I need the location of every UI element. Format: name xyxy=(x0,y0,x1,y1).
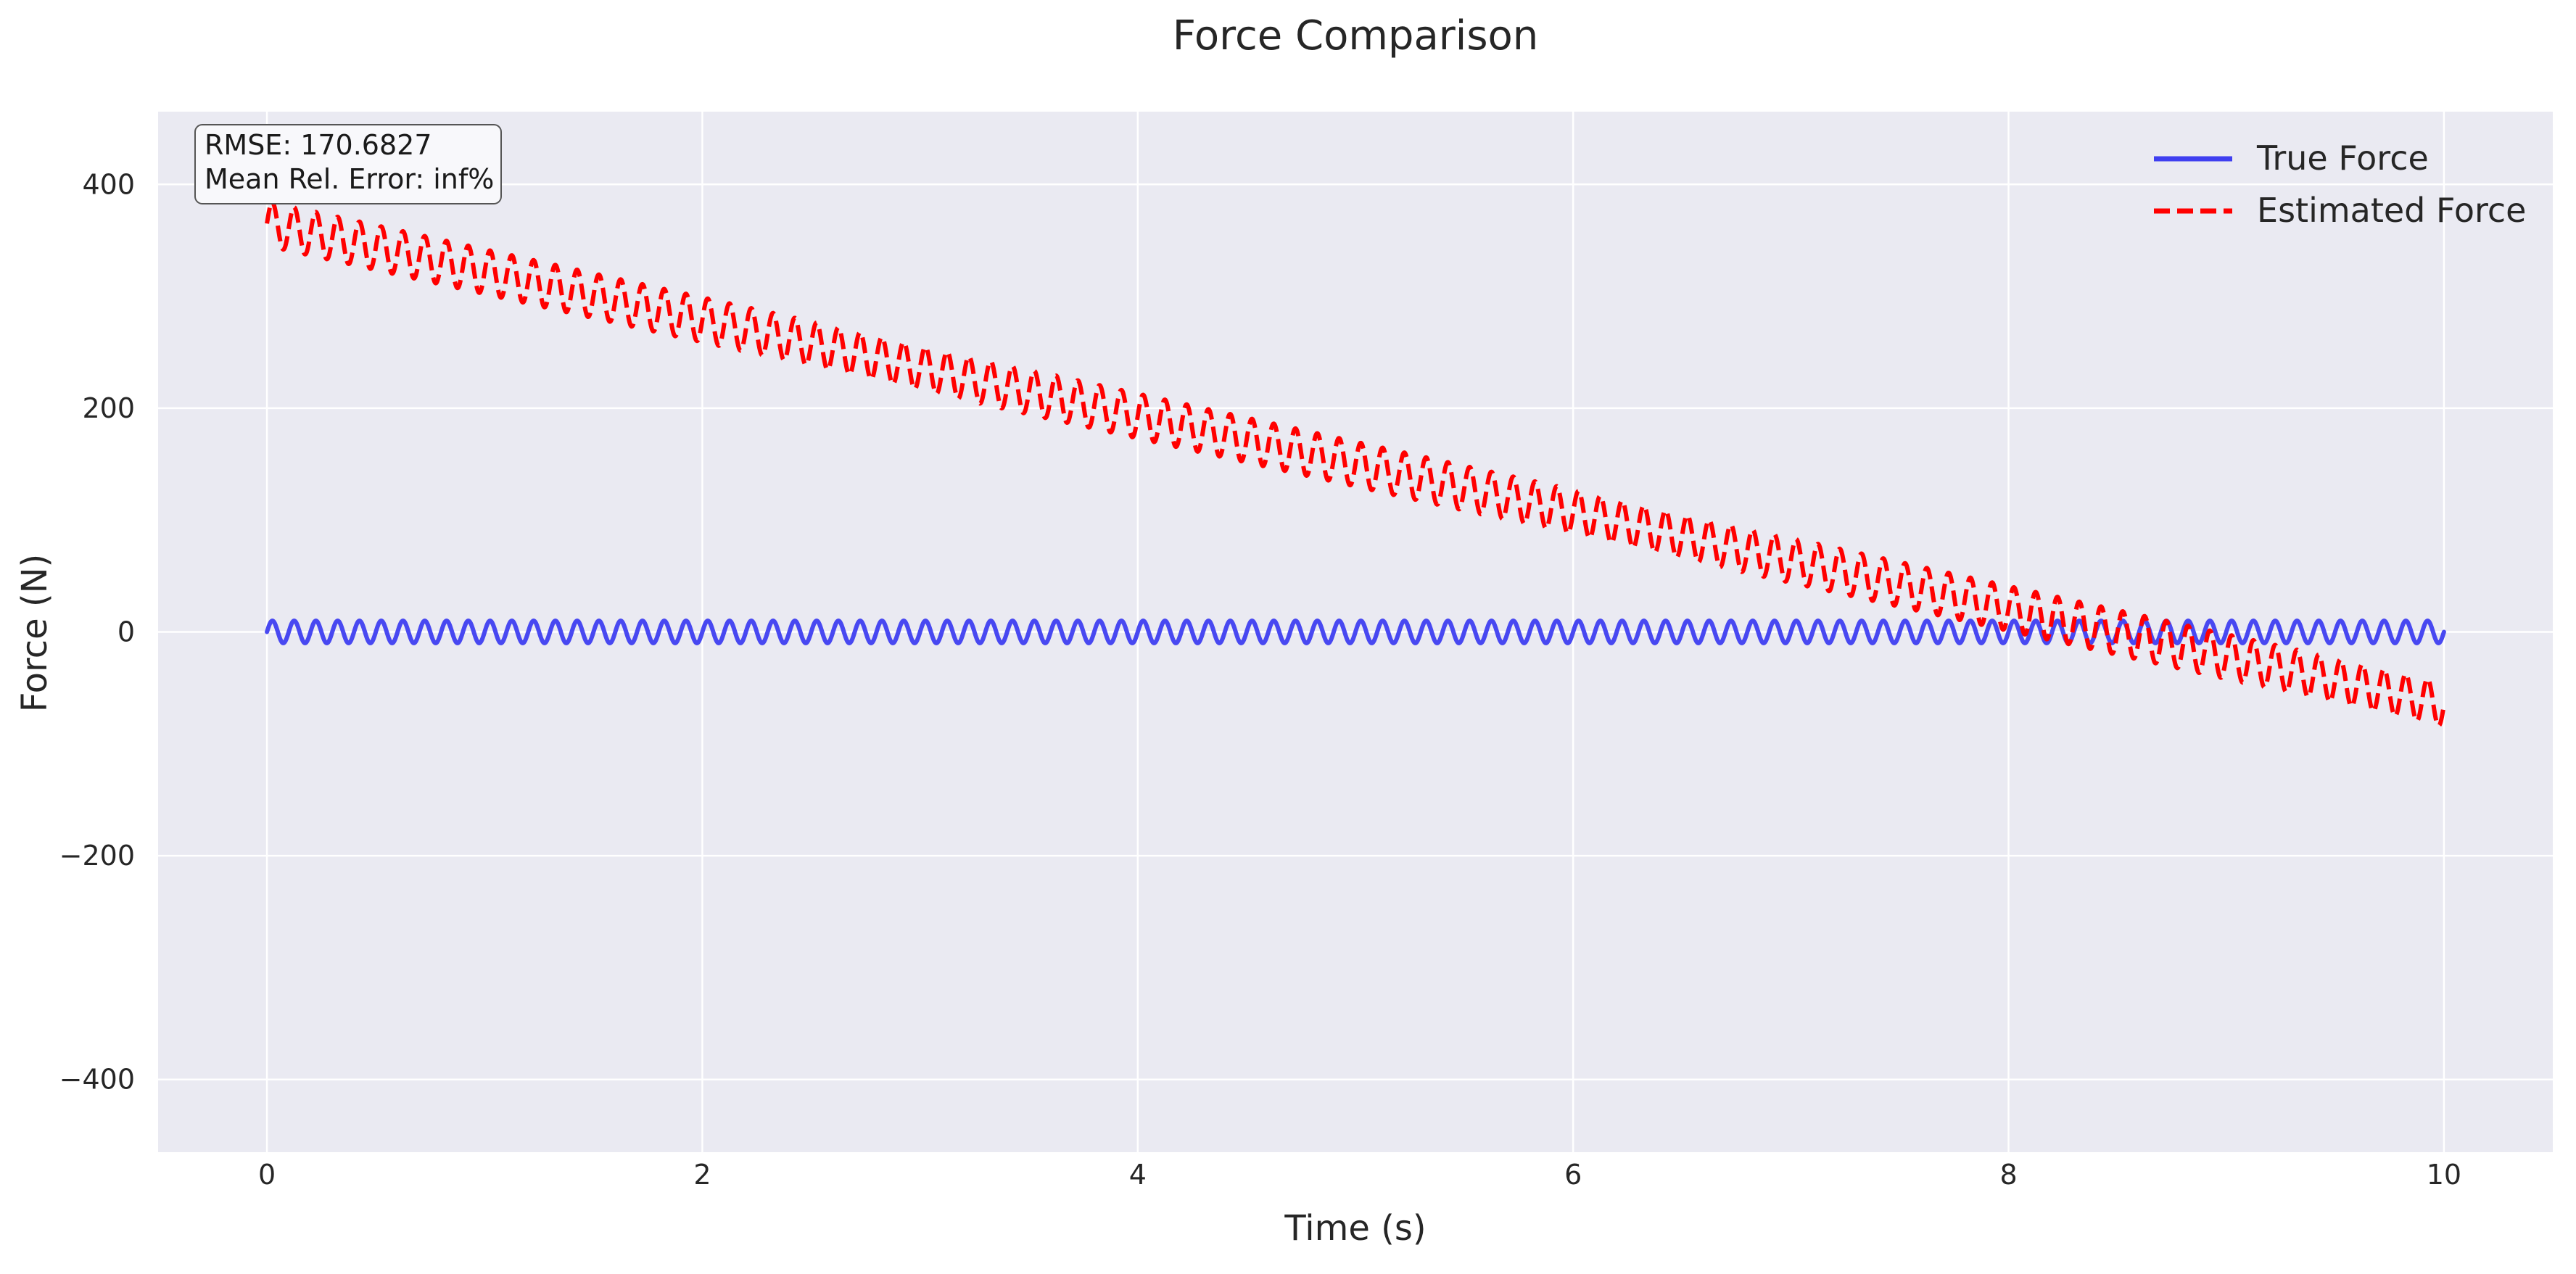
tick-labels: 0 2 4 6 8 10 400 200 0 −200 −400 xyxy=(59,168,2461,1191)
legend-label-estimated-force: Estimated Force xyxy=(2257,191,2526,230)
legend-label-true-force: True Force xyxy=(2256,138,2429,178)
mean-rel-error-text: Mean Rel. Error: inf% xyxy=(205,163,494,195)
series-lines xyxy=(265,200,2446,728)
x-tick-label: 8 xyxy=(1999,1159,2017,1191)
x-tick-label: 2 xyxy=(693,1159,711,1191)
grid-lines xyxy=(158,112,2553,1152)
y-tick-label: 200 xyxy=(82,392,135,424)
true-force-line xyxy=(265,619,2446,645)
y-tick-label: −200 xyxy=(59,840,135,872)
y-tick-label: 0 xyxy=(117,616,135,648)
stats-annotation: RMSE: 170.6827 Mean Rel. Error: inf% xyxy=(194,124,502,204)
estimated-force-line xyxy=(265,200,2446,728)
y-tick-label: −400 xyxy=(59,1064,135,1096)
y-axis-label: Force (N) xyxy=(15,554,55,712)
legend: True Force Estimated Force xyxy=(2154,138,2526,230)
chart-title: Force Comparison xyxy=(1173,12,1539,59)
x-tick-label: 0 xyxy=(258,1159,276,1191)
x-tick-label: 10 xyxy=(2427,1159,2461,1191)
y-tick-label: 400 xyxy=(82,168,135,200)
x-axis-label: Time (s) xyxy=(1284,1208,1426,1249)
rmse-text: RMSE: 170.6827 xyxy=(205,129,432,161)
stats-annotation-frame xyxy=(194,124,502,204)
x-tick-label: 4 xyxy=(1129,1159,1147,1191)
x-tick-label: 6 xyxy=(1564,1159,1582,1191)
